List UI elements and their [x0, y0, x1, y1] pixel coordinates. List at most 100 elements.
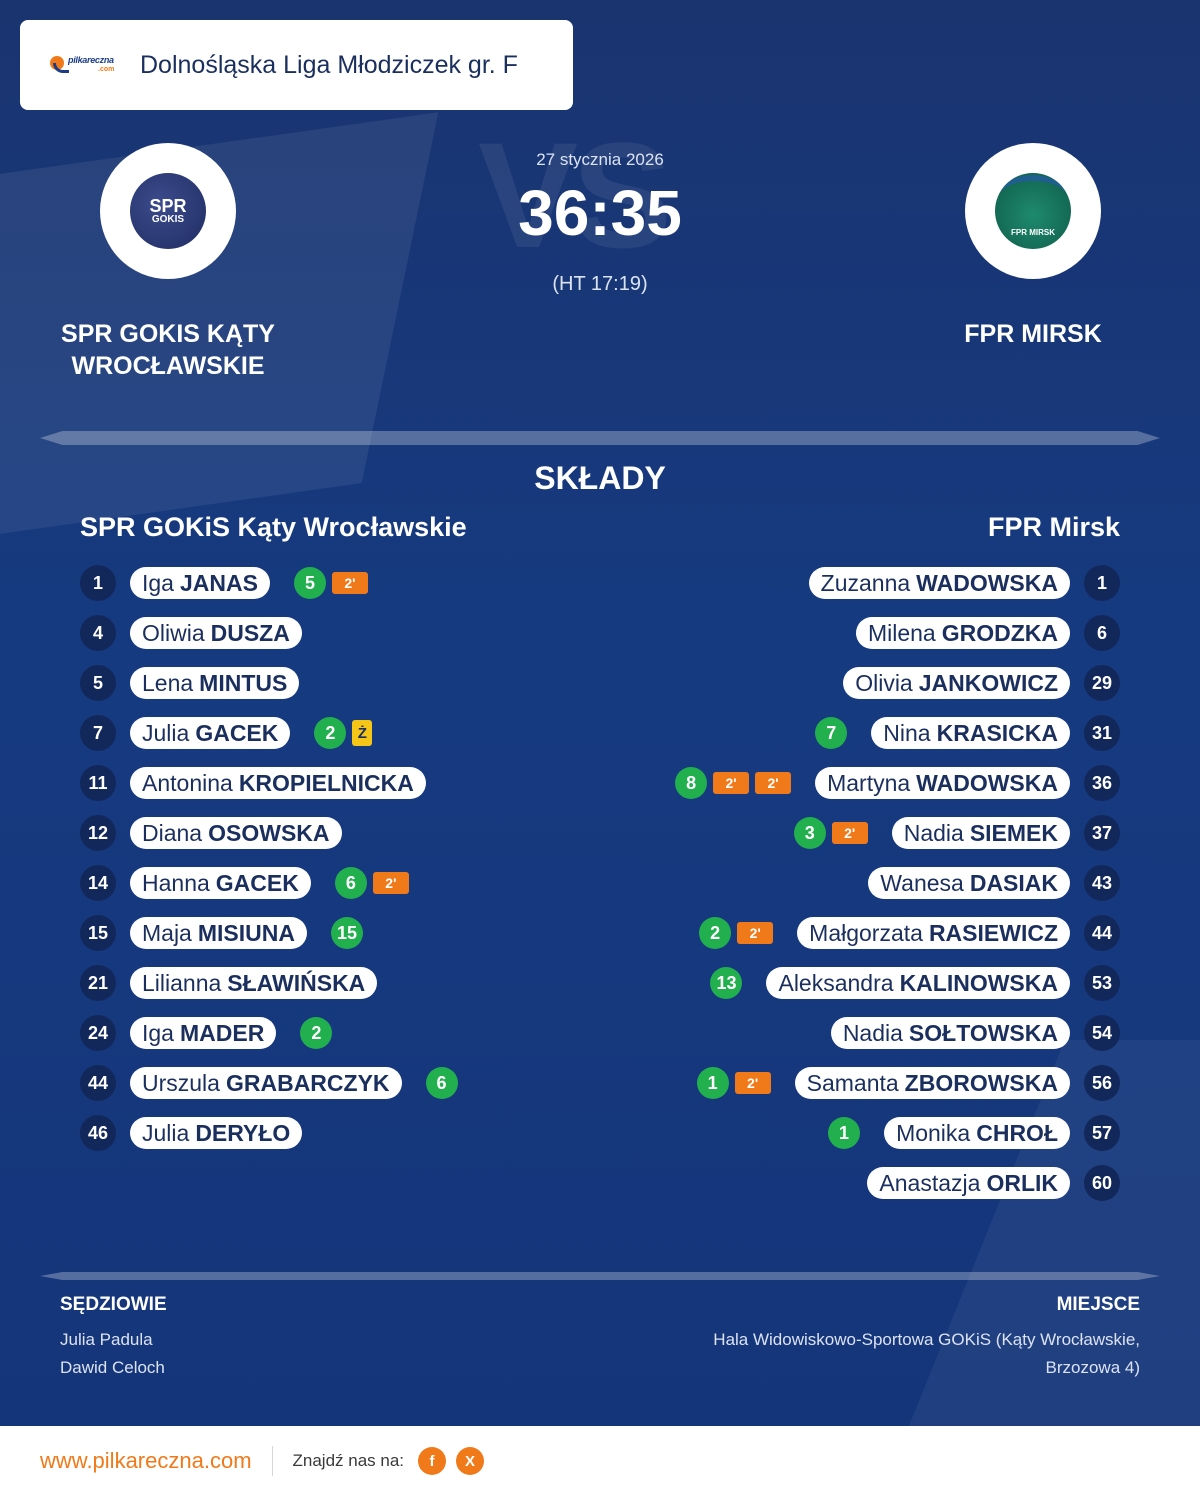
player-name[interactable]: Maja MISIUNA — [130, 917, 307, 949]
shirt-number: 7 — [80, 715, 116, 751]
final-score: 36:35 — [518, 177, 682, 249]
player-name[interactable]: Julia GACEK — [130, 717, 291, 749]
player-last-name: DASIAK — [969, 869, 1058, 896]
shirt-number: 6 — [1084, 615, 1120, 651]
player-row: 15 Maja MISIUNA 15 — [80, 908, 600, 958]
referees-label: SĘDZIOWIE — [60, 1294, 167, 1315]
match-date: 27 stycznia 2026 — [536, 150, 664, 169]
player-name[interactable]: Lilianna SŁAWIŃSKA — [130, 967, 378, 999]
player-last-name: JANAS — [179, 569, 258, 596]
player-name[interactable]: Iga JANAS — [130, 567, 270, 599]
player-first-name: Olivia — [855, 669, 913, 696]
goals-badge: 6 — [334, 867, 367, 899]
player-name[interactable]: Hanna GACEK — [130, 867, 311, 899]
player-row: 1 Monika CHROŁ 57 — [600, 1108, 1120, 1158]
player-last-name: WADOWSKA — [916, 769, 1058, 796]
player-last-name: CHROŁ — [976, 1119, 1058, 1146]
player-first-name: Nadia — [842, 1019, 903, 1046]
player-name[interactable]: Monika CHROŁ — [884, 1117, 1070, 1149]
player-row: 8 2' 2' Martyna WADOWSKA 36 — [600, 758, 1120, 808]
suspension-badge: 2' — [831, 822, 868, 844]
referees-block: SĘDZIOWIE Julia Padula Dawid Celoch — [60, 1294, 167, 1382]
league-header: pilkareczna .com Dolnośląska Liga Młodzi… — [20, 20, 573, 110]
player-stats: 1 — [828, 1117, 861, 1149]
player-first-name: Antonina — [142, 769, 233, 796]
player-stats: 1 2' — [696, 1067, 771, 1099]
player-name[interactable]: Zuzanna WADOWSKA — [808, 567, 1070, 599]
player-name[interactable]: Małgorzata RASIEWICZ — [797, 917, 1070, 949]
pilkareczna-logo[interactable]: pilkareczna .com — [50, 50, 122, 80]
referee-name: Julia Padula — [60, 1330, 153, 1349]
suspension-badge: 2' — [713, 772, 750, 794]
player-first-name: Nadia — [903, 819, 964, 846]
player-last-name: RASIEWICZ — [928, 919, 1058, 946]
player-name[interactable]: Aleksandra KALINOWSKA — [766, 967, 1070, 999]
player-name[interactable]: Nadia SOŁTOWSKA — [830, 1017, 1070, 1049]
player-first-name: Julia — [142, 1119, 190, 1146]
goals-badge: 8 — [675, 767, 708, 799]
player-last-name: ZBOROWSKA — [904, 1069, 1058, 1096]
player-row: 12 Diana OSOWSKA — [80, 808, 600, 858]
player-name[interactable]: Julia DERYŁO — [130, 1117, 303, 1149]
player-name[interactable]: Martyna WADOWSKA — [815, 767, 1070, 799]
goals-badge: 1 — [696, 1067, 729, 1099]
player-name[interactable]: Diana OSOWSKA — [130, 817, 342, 849]
section-title: SKŁADY — [534, 460, 666, 496]
player-name[interactable]: Antonina KROPIELNICKA — [130, 767, 426, 799]
shirt-number: 46 — [80, 1115, 116, 1151]
goals-badge: 5 — [293, 567, 326, 599]
away-team-logo[interactable]: FPR MIRSK — [965, 143, 1101, 279]
yellow-card-badge: Ż — [352, 720, 373, 746]
player-first-name: Milena — [867, 619, 936, 646]
player-name[interactable]: Nina KRASICKA — [871, 717, 1070, 749]
away-team-name: FPR MIRSK — [964, 320, 1102, 348]
shirt-number: 44 — [1084, 915, 1120, 951]
player-name[interactable]: Urszula GRABARCZYK — [130, 1067, 402, 1099]
site-link[interactable]: www.pilkareczna.com — [40, 1448, 252, 1473]
player-swoosh-icon — [53, 63, 69, 73]
suspension-badge: 2' — [755, 772, 792, 794]
player-stats: 13 — [710, 967, 743, 999]
player-first-name: Iga — [142, 1019, 174, 1046]
suspension-badge: 2' — [737, 922, 774, 944]
goals-badge: 2 — [699, 917, 732, 949]
player-stats: 15 — [330, 917, 363, 949]
goals-badge: 3 — [793, 817, 826, 849]
player-name[interactable]: Oliwia DUSZA — [130, 617, 302, 649]
venue-label: MIEJSCE — [1056, 1294, 1140, 1315]
player-last-name: KROPIELNICKA — [238, 769, 414, 796]
player-name[interactable]: Samanta ZBOROWSKA — [794, 1067, 1070, 1099]
shirt-number: 60 — [1084, 1165, 1120, 1201]
player-name[interactable]: Wanesa DASIAK — [868, 867, 1070, 899]
shirt-number: 57 — [1084, 1115, 1120, 1151]
home-team-logo[interactable]: SPR GOKIS — [100, 143, 236, 279]
player-first-name: Wanesa — [880, 869, 964, 896]
player-last-name: DUSZA — [210, 619, 290, 646]
venue-address: Hala Widowiskowo-Sportowa GOKiS (Kąty Wr… — [713, 1330, 1140, 1349]
player-last-name: KALINOWSKA — [899, 969, 1058, 996]
find-us-label: Znajdź nas na: — [292, 1451, 405, 1470]
shirt-number: 56 — [1084, 1065, 1120, 1101]
player-last-name: DERYŁO — [195, 1119, 291, 1146]
player-name[interactable]: Anastazja ORLIK — [867, 1167, 1070, 1199]
player-name[interactable]: Milena GRODZKA — [855, 617, 1070, 649]
suspension-badge: 2' — [734, 1072, 771, 1094]
player-first-name: Monika — [896, 1119, 971, 1146]
x-icon[interactable]: X — [456, 1447, 485, 1475]
player-name[interactable]: Olivia JANKOWICZ — [843, 667, 1070, 699]
player-name[interactable]: Lena MINTUS — [130, 667, 300, 699]
goals-badge: 2 — [300, 1017, 333, 1049]
player-name[interactable]: Iga MADER — [130, 1017, 277, 1049]
player-first-name: Urszula — [142, 1069, 220, 1096]
divider — [40, 1272, 1160, 1280]
player-first-name: Martyna — [827, 769, 911, 796]
goals-badge: 7 — [815, 717, 848, 749]
player-last-name: SOŁTOWSKA — [908, 1019, 1058, 1046]
player-row: 7 Julia GACEK 2 Ż — [80, 708, 600, 758]
player-name[interactable]: Nadia SIEMEK — [891, 817, 1070, 849]
player-last-name: SIEMEK — [969, 819, 1058, 846]
shirt-number: 1 — [1084, 565, 1120, 601]
facebook-icon[interactable]: f — [418, 1447, 447, 1475]
player-last-name: SŁAWIŃSKA — [227, 969, 366, 996]
goals-badge: 6 — [425, 1067, 458, 1099]
